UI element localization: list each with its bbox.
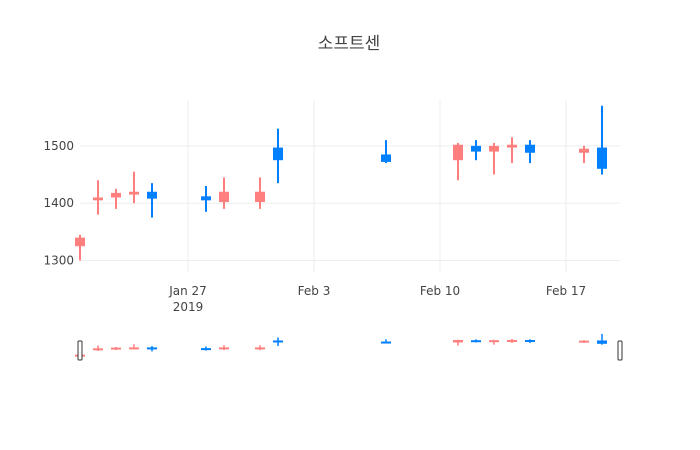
candle-increasing (111, 188, 121, 209)
candle-decreasing (471, 140, 481, 161)
candle-decreasing (273, 128, 283, 184)
candle-increasing (75, 234, 85, 261)
slider-candle-body (579, 340, 589, 343)
range-slider-right-handle[interactable] (617, 340, 623, 361)
slider-candle-body (525, 340, 535, 343)
x-tick-label: Feb 10 (420, 284, 460, 298)
candle-body (219, 191, 229, 203)
candle-body (471, 145, 481, 152)
candle-decreasing (201, 186, 211, 212)
candle-body (129, 191, 139, 195)
y-tick-label: 1500 (43, 139, 74, 153)
candle-body (579, 148, 589, 153)
slider-candle-body (219, 347, 229, 350)
candle-increasing (219, 177, 229, 209)
candle-body (201, 196, 211, 201)
range-slider[interactable] (75, 333, 623, 361)
slider-candle (111, 346, 121, 351)
slider-candle (93, 345, 103, 351)
slider-candle (471, 339, 481, 343)
slider-candle (579, 340, 589, 343)
slider-candle (507, 338, 517, 343)
slider-candle-body (507, 340, 517, 343)
candle-body (507, 144, 517, 148)
candle-increasing (507, 137, 517, 164)
x-tick-label: Feb 3 (298, 284, 331, 298)
slider-candle-body (489, 340, 499, 343)
candle-body (489, 145, 499, 152)
slider-candle-body (381, 341, 391, 344)
candle-increasing (93, 180, 103, 215)
candle-increasing (129, 171, 139, 204)
slider-candle-body (147, 347, 157, 350)
candle-body (597, 147, 607, 169)
slider-candle (453, 339, 463, 346)
y-tick-label: 1400 (43, 196, 74, 210)
candle-body (453, 144, 463, 161)
slider-candle (525, 339, 535, 343)
y-tick-label: 1300 (43, 254, 74, 268)
candle-increasing (255, 177, 265, 209)
candle-body (75, 237, 85, 247)
candle-decreasing (147, 183, 157, 218)
slider-candle-body (201, 348, 211, 351)
grid-layer (80, 100, 620, 272)
slider-candle-body (471, 340, 481, 343)
slider-candle (273, 337, 283, 347)
candle-increasing (579, 145, 589, 164)
slider-candle (201, 346, 211, 351)
slider-candle-body (129, 347, 139, 350)
axis-layer: 1300 1400 1500 Jan 27 2019 Feb 3 Feb 10 Feb 17 (43, 139, 586, 314)
slider-candle-body (255, 347, 265, 350)
chart-title: 소프트센 (318, 34, 381, 54)
slider-candle (381, 339, 391, 344)
candle-layer (75, 105, 607, 261)
slider-candle-body (597, 340, 607, 344)
candle-body (147, 191, 157, 199)
slider-candle-body (453, 340, 463, 343)
candle-body (93, 197, 103, 201)
range-slider-left-handle[interactable] (77, 340, 83, 361)
candle-body (255, 191, 265, 203)
slider-candle (129, 344, 139, 350)
candle-increasing (489, 143, 499, 175)
x-tick-sublabel: 2019 (173, 300, 204, 314)
candle-increasing (453, 143, 463, 181)
slider-candle (219, 345, 229, 351)
candle-body (381, 154, 391, 162)
slider-candle (489, 339, 499, 345)
slider-candle (147, 346, 157, 352)
candle-decreasing (597, 105, 607, 175)
candle-body (525, 144, 535, 153)
slider-candle-body (111, 347, 121, 350)
x-tick-label: Feb 17 (546, 284, 586, 298)
candle-decreasing (525, 140, 535, 164)
candle-body (111, 192, 121, 198)
slider-candle-body (93, 348, 103, 351)
candle-body (273, 147, 283, 161)
slider-candle-body (273, 340, 283, 343)
slider-candle (255, 345, 265, 351)
range-slider-series (75, 333, 607, 359)
slider-candle (597, 333, 607, 345)
x-tick-label: Jan 27 (168, 284, 207, 298)
candle-decreasing (381, 140, 391, 164)
